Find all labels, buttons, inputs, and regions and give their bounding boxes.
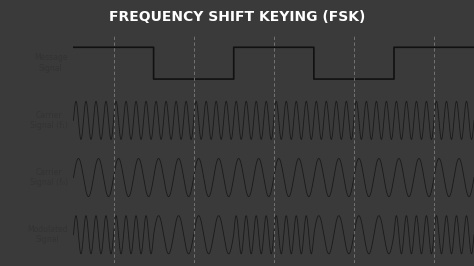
Text: Carrier
Signal (f₁): Carrier Signal (f₁) xyxy=(30,111,68,130)
Text: Message
Signal: Message Signal xyxy=(34,53,68,73)
Text: Carrier
Signal (f₀): Carrier Signal (f₀) xyxy=(29,168,68,187)
Text: Modulated
Signal: Modulated Signal xyxy=(27,225,68,244)
Text: FREQUENCY SHIFT KEYING (FSK): FREQUENCY SHIFT KEYING (FSK) xyxy=(109,10,365,24)
